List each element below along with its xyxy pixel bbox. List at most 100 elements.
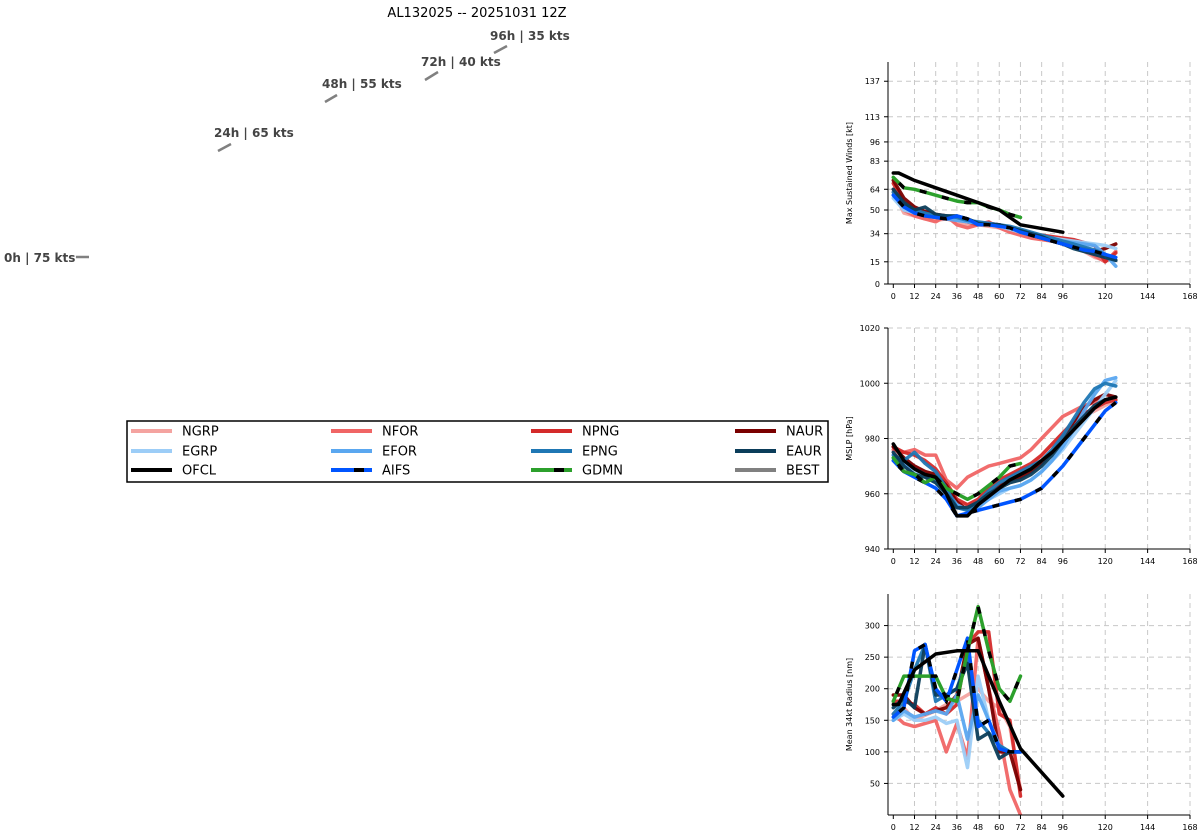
x-tick-label: 168	[1182, 557, 1197, 566]
chart-max-winds: 0 12 24 36 48 60 72 84 96 120 144 168 0 15 34 50 64 83 96 1…	[845, 62, 1198, 301]
x-tick-label: 96	[1058, 292, 1068, 301]
y-tick-label: 960	[865, 490, 880, 499]
x-tick-label: 24	[931, 292, 941, 301]
x-tick-label: 72	[1015, 823, 1025, 832]
y-axis-label: MSLP [hPa]	[845, 416, 854, 460]
x-tick-label: 48	[973, 557, 983, 566]
x-tick-label: 84	[1037, 292, 1047, 301]
series-line-ofcl	[891, 649, 1065, 798]
y-tick-label: 96	[870, 138, 880, 147]
x-tick-label: 0	[891, 557, 896, 566]
y-tick-label: 150	[865, 716, 880, 725]
x-tick-label: 24	[931, 557, 941, 566]
x-tick-label: 168	[1182, 823, 1197, 832]
y-axis-label: Mean 34kt Radius [nm]	[845, 658, 854, 751]
legend-label-ofcl: OFCL	[182, 464, 217, 479]
legend-label-efor: EFOR	[382, 445, 417, 460]
series-group	[891, 171, 1118, 268]
y-tick-label: 64	[870, 185, 880, 194]
x-tick-label: 60	[994, 292, 1004, 301]
legend-label-epng: EPNG	[582, 445, 618, 460]
y-tick-label: 34	[870, 230, 880, 239]
series-dash-aifs	[891, 194, 1117, 260]
series-line-eaur	[891, 642, 1023, 760]
x-tick-label: 72	[1015, 557, 1025, 566]
chart-34kt-radius: 0 12 24 36 48 60 72 84 96 120 144 168 50 100 150 200 250…	[845, 594, 1198, 832]
y-axis-label: Max Sustained Winds [kt]	[845, 122, 854, 224]
series-dash-gdmn	[891, 606, 1023, 705]
y-tick-label: 100	[865, 748, 880, 757]
track-label-0h: 0h | 75 kts	[4, 251, 75, 265]
track-map: 0h | 75 kts 24h | 65 kts 48h | 55 kts 72…	[3, 28, 572, 267]
x-tick-label: 36	[952, 292, 962, 301]
series-group	[891, 375, 1118, 518]
x-tick-label: 48	[973, 823, 983, 832]
track-label-24h: 24h | 65 kts	[214, 126, 294, 140]
chart-mslp: 0 12 24 36 48 60 72 84 96 120 144 168 940 960 980 1000 1…	[845, 324, 1198, 566]
x-tick-label: 36	[952, 823, 962, 832]
x-tick-label: 72	[1015, 292, 1025, 301]
legend-label-nfor: NFOR	[382, 425, 418, 440]
x-tick-label: 12	[909, 292, 919, 301]
x-tick-label: 12	[909, 823, 919, 832]
x-tick-label: 120	[1098, 557, 1113, 566]
y-tick-label: 250	[865, 653, 880, 662]
legend-label-gdmn: GDMN	[582, 464, 623, 479]
x-tick-label: 120	[1098, 292, 1113, 301]
series-dash-gdmn	[891, 456, 1021, 502]
figure-title: AL132025 -- 20251031 12Z	[387, 6, 566, 21]
x-tick-label: 144	[1140, 292, 1155, 301]
series-group	[891, 604, 1065, 815]
legend-label-naur: NAUR	[786, 425, 823, 440]
series-line-egrp	[891, 196, 1118, 251]
x-tick-label: 96	[1058, 823, 1068, 832]
series-line-aifs	[891, 636, 1023, 754]
legend-label-eaur: EAUR	[786, 445, 822, 460]
y-tick-label: 980	[865, 435, 880, 444]
track-segment	[424, 70, 439, 82]
x-tick-label: 36	[952, 557, 962, 566]
legend: NGRP NFOR NPNG NAUR EGRP EFOR EPNG EAUR OFCL AIFS…	[126, 420, 829, 483]
y-tick-label: 300	[865, 622, 880, 631]
y-tick-label: 83	[870, 157, 880, 166]
series-line-ofcl	[891, 395, 1118, 518]
track-segment	[324, 93, 338, 104]
x-tick-label: 24	[931, 823, 941, 832]
x-tick-label: 0	[891, 292, 896, 301]
y-tick-label: 0	[875, 280, 880, 289]
x-tick-label: 60	[994, 823, 1004, 832]
y-tick-label: 50	[870, 206, 880, 215]
x-tick-label: 12	[909, 557, 919, 566]
x-tick-label: 84	[1037, 823, 1047, 832]
series-line-aifs	[891, 193, 1118, 260]
x-tick-label: 60	[994, 557, 1004, 566]
series-line-epng	[891, 381, 1118, 513]
x-tick-label: 144	[1140, 823, 1155, 832]
y-tick-label: 1000	[860, 379, 880, 388]
x-tick-label: 96	[1058, 557, 1068, 566]
y-tick-label: 137	[865, 77, 880, 86]
y-tick-label: 50	[870, 779, 880, 788]
x-tick-label: 84	[1037, 557, 1047, 566]
y-tick-label: 15	[870, 258, 880, 267]
y-tick-label: 113	[865, 113, 880, 122]
track-label-72h: 72h | 40 kts	[421, 55, 501, 69]
y-tick-label: 1020	[860, 324, 880, 333]
y-tick-label: 940	[865, 545, 880, 554]
track-label-48h: 48h | 55 kts	[322, 77, 402, 91]
track-label-96h: 96h | 35 kts	[490, 29, 570, 43]
track-segment	[493, 44, 508, 55]
x-tick-label: 168	[1182, 292, 1197, 301]
x-tick-label: 0	[891, 823, 896, 832]
legend-label-egrp: EGRP	[182, 445, 217, 460]
series-line-efor	[891, 375, 1118, 513]
legend-label-ngrp: NGRP	[182, 425, 219, 440]
series-line-aifs	[891, 400, 1118, 518]
legend-label-npng: NPNG	[582, 425, 619, 440]
x-tick-label: 144	[1140, 557, 1155, 566]
y-tick-label: 200	[865, 685, 880, 694]
legend-label-best: BEST	[786, 464, 819, 479]
legend-frame	[126, 420, 829, 483]
x-tick-label: 120	[1098, 823, 1113, 832]
